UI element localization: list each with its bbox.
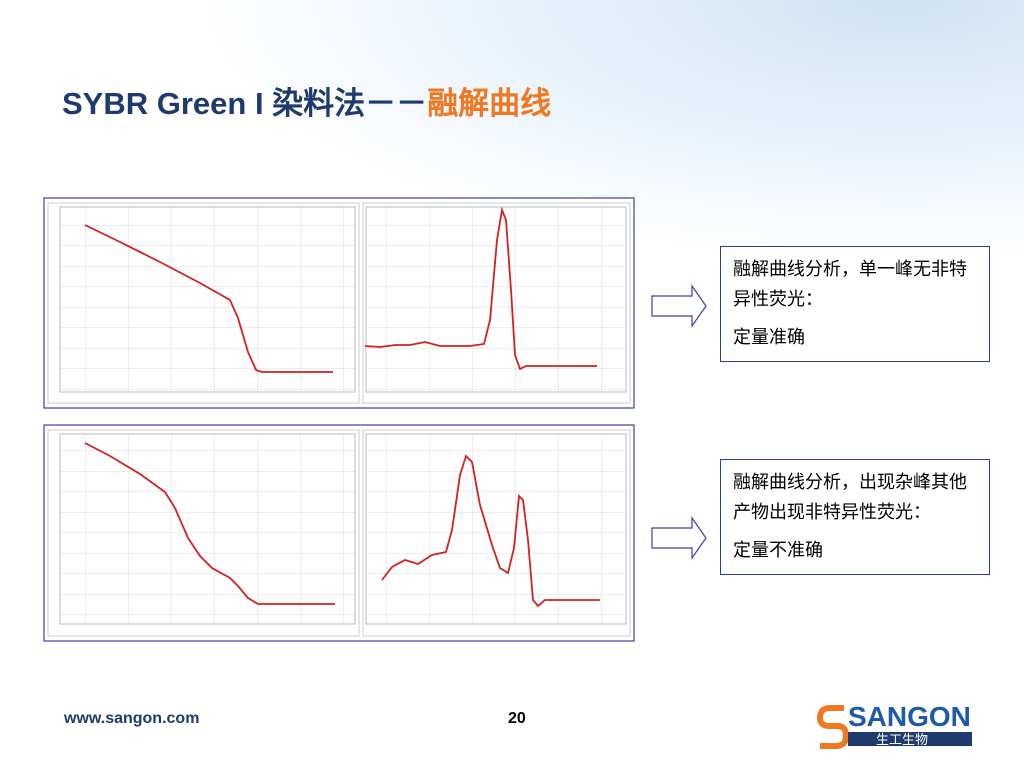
- arrow-1: [651, 284, 707, 328]
- panel-top: [43, 197, 635, 409]
- note-line: 融解曲线分析，出现杂峰其他产物出现非特异性荧光：: [733, 472, 967, 523]
- note-line: 定量不准确: [733, 540, 823, 561]
- title-highlight: 融解曲线: [427, 86, 552, 121]
- arrow-2: [651, 516, 707, 560]
- logo: SANGON 生工生物: [816, 701, 972, 749]
- logo-text: SANGON: [848, 701, 971, 732]
- title-text: SYBR Green I 染料法－－: [62, 86, 428, 121]
- logo-cn: 生工生物: [876, 733, 928, 748]
- note-box: 融解曲线分析，单一峰无非特异性荧光： 定量准确: [720, 246, 990, 362]
- page-number: 20: [508, 710, 526, 727]
- slide-title: SYBR Green I 染料法－－融解曲线: [62, 78, 551, 123]
- footer-url: www.sangon.com: [64, 710, 200, 727]
- panel-bottom: [43, 424, 635, 642]
- note-line: 融解曲线分析，单一峰无非特异性荧光：: [733, 259, 967, 310]
- note-line: 定量准确: [733, 327, 805, 348]
- note-box: 融解曲线分析，出现杂峰其他产物出现非特异性荧光： 定量不准确: [720, 459, 990, 575]
